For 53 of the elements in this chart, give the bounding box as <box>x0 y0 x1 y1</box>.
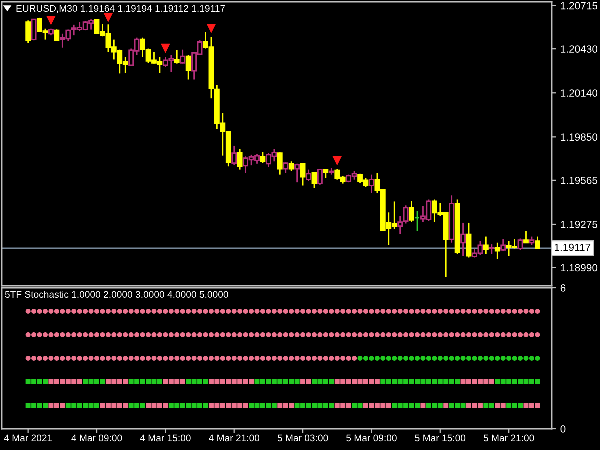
x-tick-label: 5 Mar 09:00 <box>346 434 397 442</box>
y-tick-label: 1.20430 <box>561 46 598 53</box>
candlestick <box>294 163 300 184</box>
y-tick-label: 1.19275 <box>561 220 598 228</box>
y-tick-label: 6 <box>560 284 566 292</box>
candlestick <box>232 145 238 166</box>
candlestick <box>180 49 186 65</box>
candlestick <box>288 160 294 172</box>
candlestick <box>518 238 524 251</box>
candlestick <box>466 222 472 258</box>
candlestick <box>312 172 318 189</box>
candlestick <box>186 54 192 80</box>
x-tick-label: 5 Mar 03:00 <box>278 434 328 442</box>
x-tick-label: 4 Mar 09:00 <box>72 434 122 442</box>
candlestick <box>306 169 312 182</box>
candlestick <box>460 222 466 257</box>
candlestick <box>260 152 266 164</box>
y-tick-label: 0 <box>560 426 566 433</box>
y-tick-label: 1.19850 <box>561 134 598 142</box>
candlestick <box>300 162 306 186</box>
candlestick <box>483 236 489 256</box>
candlestick <box>489 244 495 256</box>
x-tick-label: 4 Mar 15:00 <box>140 434 191 442</box>
point <box>46 16 56 26</box>
candlestick <box>283 162 289 174</box>
candlestick <box>494 242 500 260</box>
y-tick-label: 1.18990 <box>561 264 598 272</box>
chart-title: 5TF Stochastic 1.0000 2.0000 3.0000 4.0000 5.0000 <box>5 291 228 298</box>
chart-title: EURUSD,M30 1.19164 1.19194 1.19112 1.19117 <box>16 5 226 14</box>
candlestick <box>524 230 529 244</box>
candlestick <box>31 18 37 42</box>
y-tick-label: 1.20140 <box>561 90 598 97</box>
y-tick-label: 1.20715 <box>561 2 598 10</box>
candlestick <box>26 20 32 44</box>
x-tick-label: 5 Mar 15:00 <box>415 434 466 442</box>
candlestick <box>369 174 374 194</box>
candlestick <box>174 50 180 65</box>
y-tick-label: 1.19565 <box>561 176 598 184</box>
candlestick <box>409 200 414 224</box>
x-tick-label: 5 Mar 21:00 <box>484 434 534 442</box>
candlestick <box>323 168 329 179</box>
candlestick <box>318 168 323 186</box>
candlestick <box>534 236 540 250</box>
candlestick <box>54 28 60 42</box>
ref-line-label: 1.19117 <box>554 244 591 252</box>
x-tick-label: 4 Mar 21:00 <box>209 434 260 442</box>
x-tick-label: 4 Mar 2021 <box>4 434 52 442</box>
point <box>104 13 114 23</box>
point <box>206 24 216 34</box>
candlestick <box>237 148 243 171</box>
candlestick <box>277 152 283 176</box>
point <box>160 44 170 54</box>
point <box>332 156 342 166</box>
